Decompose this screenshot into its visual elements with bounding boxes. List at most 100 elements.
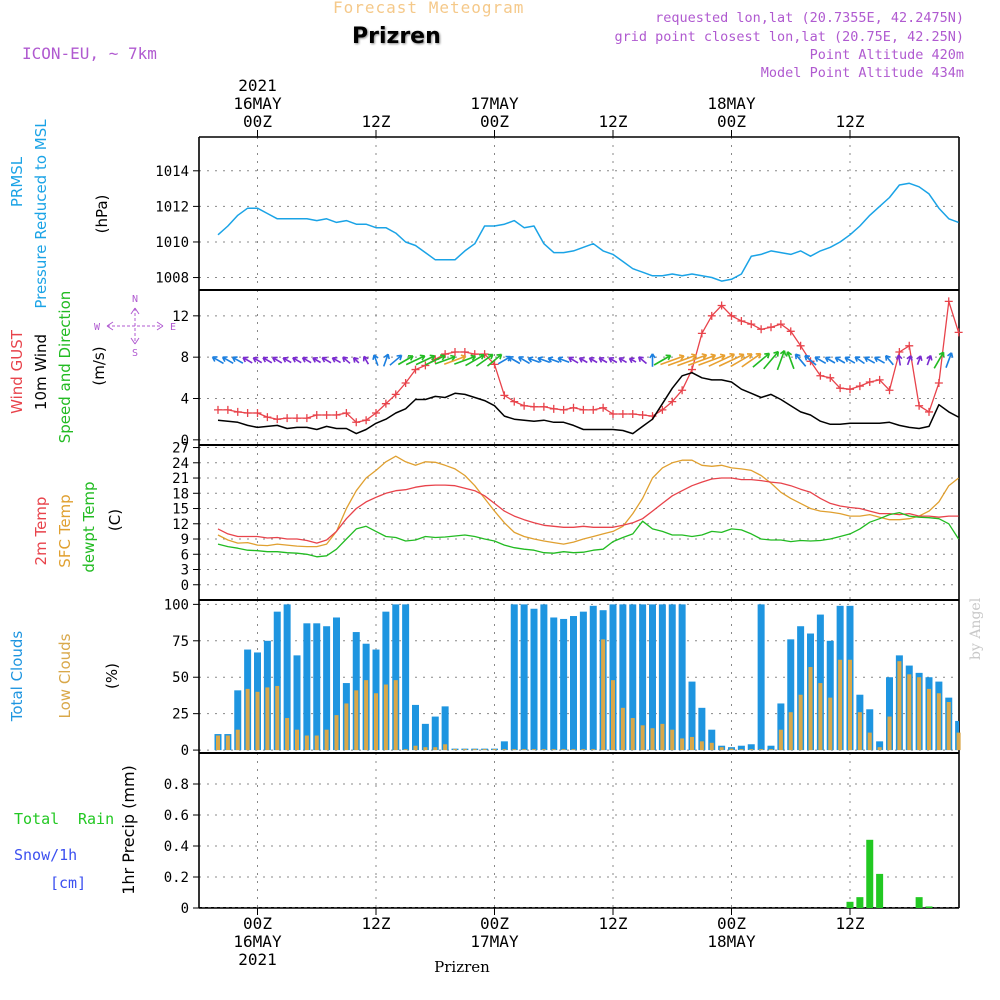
y-tick-label: 12 xyxy=(172,309,189,325)
low-cloud-bar xyxy=(927,688,931,751)
wind-arrow xyxy=(527,356,540,364)
low-cloud-bar xyxy=(551,749,556,751)
y-tick-label: 15 xyxy=(172,502,189,518)
dewpt-series-line xyxy=(217,511,960,558)
total-cloud-bar xyxy=(639,604,647,751)
wind-arrow xyxy=(687,353,717,366)
low-cloud-bar xyxy=(216,735,220,751)
wind-arrow xyxy=(547,356,560,364)
gust-marker xyxy=(747,320,756,329)
low-cloud-bar xyxy=(443,744,448,751)
y-tick-label: 0 xyxy=(181,901,189,917)
gust-marker xyxy=(737,317,746,325)
low-cloud-bar xyxy=(808,667,813,751)
temp-2m-label: 2m Temp xyxy=(32,497,50,566)
wind-arrow xyxy=(873,356,885,364)
gust-marker xyxy=(372,408,380,417)
total-cloud-bar xyxy=(698,707,706,751)
wind-direction-label: Speed and Direction xyxy=(56,291,74,444)
wind-unit-label: (m/s) xyxy=(90,346,108,385)
gust-marker xyxy=(589,405,598,414)
wind-arrow xyxy=(864,356,876,364)
total-cloud-bar xyxy=(500,741,508,751)
wind-arrow xyxy=(916,355,923,365)
gust-marker xyxy=(539,402,548,411)
info-requested-lonlat: requested lon,lat (20.7355E, 42.2475N) xyxy=(655,10,964,26)
time-label-top: 18MAY xyxy=(707,94,756,113)
total-cloud-bar xyxy=(520,604,528,751)
wind-arrow xyxy=(933,351,945,369)
panel-wind: 0 4 8 12 xyxy=(172,290,959,449)
wind-arrow xyxy=(486,353,503,367)
wind-arrow xyxy=(926,354,933,366)
gust-marker xyxy=(391,390,400,399)
total-cloud-bar xyxy=(550,617,558,751)
total-cloud-bar xyxy=(421,723,429,751)
wind-arrow xyxy=(292,356,302,364)
wind-arrow xyxy=(884,354,894,366)
total-cloud-bar xyxy=(303,623,311,751)
pressure-label-short: PRMSL xyxy=(8,156,26,207)
wind-arrow xyxy=(804,354,817,366)
low-cloud-bar xyxy=(788,712,793,751)
rain-bar xyxy=(925,906,933,908)
gust-marker xyxy=(846,385,854,394)
gust-marker xyxy=(934,379,943,387)
wind-arrow xyxy=(708,352,736,367)
wind-arrow xyxy=(389,354,403,366)
temp-dewpt-label: dewpt Temp xyxy=(80,481,98,572)
compass-e: E xyxy=(170,322,176,333)
gust-marker xyxy=(668,397,677,406)
total-cloud-bar xyxy=(441,706,449,751)
wind-arrow xyxy=(844,356,856,364)
low-cloud-bar xyxy=(482,749,487,751)
low-cloud-bar xyxy=(314,735,319,751)
time-label-bottom: 18MAY xyxy=(707,932,756,951)
gust-marker xyxy=(332,411,341,420)
wind-arrow xyxy=(342,356,351,364)
gust-marker xyxy=(905,341,914,350)
gust-marker xyxy=(243,408,252,417)
gust-marker xyxy=(727,311,736,320)
wind-arrow xyxy=(321,356,332,364)
gust-marker xyxy=(579,405,588,414)
low-cloud-bar xyxy=(383,684,388,751)
temp-unit-label: (C) xyxy=(106,509,124,531)
low-cloud-bar xyxy=(255,691,260,751)
low-cloud-bar xyxy=(532,749,536,751)
y-tick-label: 25 xyxy=(172,707,189,723)
rain-bar xyxy=(866,839,874,908)
y-tick-label: 21 xyxy=(172,471,189,487)
y-tick-label: 3 xyxy=(181,563,189,579)
wind-arrow xyxy=(578,357,588,364)
gust-marker xyxy=(362,416,371,425)
clouds-low-label: Low Clouds xyxy=(56,633,74,718)
wind-arrow xyxy=(301,356,312,364)
pressure-series xyxy=(217,182,959,282)
time-label-bottom: 16MAY xyxy=(233,932,282,951)
total-cloud-bar xyxy=(757,604,765,751)
y-tick-label: 75 xyxy=(172,634,189,650)
low-cloud-bar xyxy=(650,728,655,751)
low-cloud-bar xyxy=(225,735,230,751)
time-label-top: 12Z xyxy=(362,112,391,131)
low-cloud-bar xyxy=(848,659,852,751)
gust-marker xyxy=(263,413,272,422)
wind-arrow xyxy=(242,356,253,364)
low-cloud-bar xyxy=(601,639,606,751)
low-cloud-bar xyxy=(541,749,546,751)
pressure-unit-label: (hPa) xyxy=(93,195,111,234)
time-label-bottom: 2021 xyxy=(238,950,277,969)
compass-arrowheads xyxy=(106,307,164,345)
wind-arrow xyxy=(730,353,753,368)
wind-arrow xyxy=(415,354,436,366)
wind-arrow xyxy=(454,354,477,365)
gust-marker xyxy=(253,408,262,417)
time-label-top: 00Z xyxy=(480,112,509,131)
wind-direction-arrows xyxy=(211,349,954,371)
y-tick-label: 27 xyxy=(172,441,189,457)
gust-marker xyxy=(826,373,835,382)
